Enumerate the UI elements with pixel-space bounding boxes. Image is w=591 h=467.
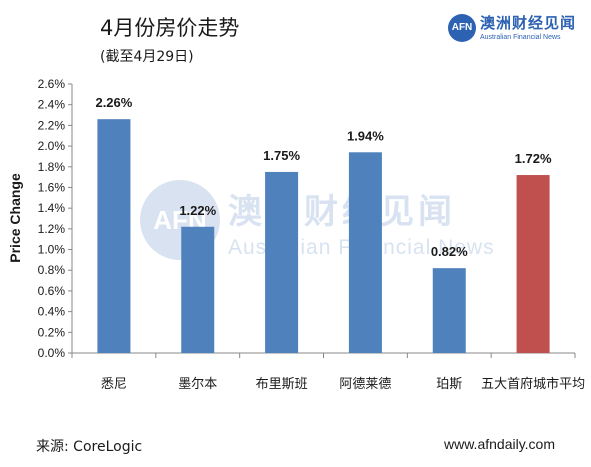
y-tick-label: 1.2% (38, 222, 66, 236)
bar (97, 119, 131, 353)
x-tick-label: 墨尔本 (178, 377, 217, 392)
y-tick-label: 1.4% (38, 201, 66, 215)
brand-logo: AFN 澳洲财经见闻 Australian Financial News (448, 12, 588, 46)
brand-name-en: Australian Financial News (480, 34, 561, 41)
y-tick-label: 0.4% (38, 305, 66, 319)
brand-name-cn: 澳洲财经见闻 (480, 14, 577, 32)
data-label: 1.22% (179, 203, 216, 218)
data-labels: 2.26% 1.22% 1.75% 1.94% 0.82% 1.72% (95, 95, 551, 259)
bars (97, 119, 550, 353)
x-tick-label: 珀斯 (436, 377, 462, 392)
bar (432, 268, 466, 353)
bar (181, 226, 215, 353)
bar (348, 152, 382, 353)
y-tick-label: 0.0% (38, 346, 66, 360)
data-label: 0.82% (431, 244, 468, 259)
y-tick-label: 1.0% (38, 243, 66, 257)
data-label: 2.26% (95, 95, 132, 110)
chart-subtitle: (截至4月29日) (100, 49, 194, 65)
x-tick-label: 阿德莱德 (339, 377, 391, 392)
data-label: 1.72% (515, 151, 552, 166)
afn-logo-icon: AFN (448, 14, 476, 42)
y-axis: 0.0% 0.2% 0.4% 0.6% 0.8% 1.0% 1.2% 1.4% 1.6% 1.8%… (38, 77, 73, 360)
y-tick-label: 2.4% (38, 98, 66, 112)
y-tick-label: 2.0% (38, 139, 66, 153)
y-tick-label: 2.2% (38, 118, 66, 132)
data-label: 1.94% (347, 128, 384, 143)
source-note: 来源: CoreLogic (36, 439, 143, 455)
bar (516, 175, 550, 353)
data-label: 1.75% (263, 148, 300, 163)
bar (265, 171, 299, 353)
y-axis-label: Price Change (7, 173, 23, 263)
y-tick-label: 0.6% (38, 284, 66, 298)
x-tick-label: 五大首府城市平均 (481, 376, 585, 392)
website-link[interactable]: www.afndaily.com (444, 436, 556, 452)
y-tick-label: 1.8% (38, 160, 66, 174)
y-tick-label: 0.8% (38, 263, 66, 277)
x-tick-label: 布里斯班 (256, 377, 308, 392)
y-tick-label: 2.6% (38, 77, 66, 91)
chart-title: 4月份房价走势 (100, 16, 240, 40)
y-tick-label: 1.6% (38, 180, 66, 194)
x-tick-label: 悉尼 (101, 377, 127, 392)
y-tick-label: 0.2% (38, 325, 66, 339)
x-axis: 悉尼 墨尔本 布里斯班 阿德莱德 珀斯 五大首府城市平均 (71, 352, 585, 392)
